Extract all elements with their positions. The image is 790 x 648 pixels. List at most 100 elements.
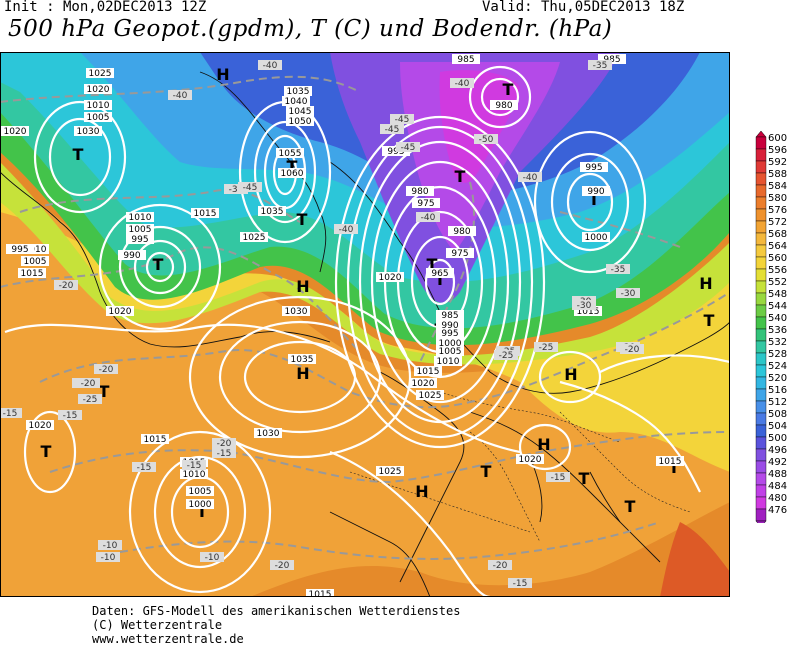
isobar-label: 1025 xyxy=(379,467,402,477)
isobar-label: 1050 xyxy=(289,117,312,127)
legend-value: 520 xyxy=(768,373,787,384)
isotherm-label-bg xyxy=(534,342,558,352)
low-pressure-center: T xyxy=(455,167,466,186)
isotherm-label-bg xyxy=(270,560,294,570)
isotherm-label: -20 xyxy=(275,561,290,571)
legend-value: 536 xyxy=(768,325,787,336)
isobar-label-bg xyxy=(6,244,34,254)
legend-value: 524 xyxy=(768,361,787,372)
isobar-label-bg xyxy=(436,310,464,320)
legend-swatch xyxy=(755,292,767,306)
isobar-label: 1010 xyxy=(183,470,206,480)
legend-value: 548 xyxy=(768,289,787,300)
isobar-label-bg xyxy=(126,234,154,244)
isobar-label-bg xyxy=(84,84,112,94)
isobar-label-bg xyxy=(436,346,464,356)
map-frame xyxy=(0,52,730,597)
isobar-label: 1020 xyxy=(379,273,402,283)
legend-swatch xyxy=(755,136,767,150)
isotherm-label-bg xyxy=(182,460,206,470)
isotherm-label-bg xyxy=(200,552,224,562)
isobar-label: 1010 xyxy=(437,357,460,367)
isobar-label-bg xyxy=(18,268,46,278)
legend-swatch xyxy=(755,220,767,234)
legend-swatch xyxy=(755,412,767,426)
isobar-label: 990 xyxy=(587,187,604,197)
isotherm-label-bg xyxy=(488,560,512,570)
legend-swatch xyxy=(755,196,767,210)
isobar-label: 1005 xyxy=(24,257,47,267)
footer-data-source: Daten: GFS-Modell des amerikanischen Wet… xyxy=(92,604,461,618)
legend-swatch xyxy=(755,244,767,258)
legend-swatch xyxy=(755,484,767,498)
isobar-label-bg xyxy=(26,420,54,430)
low-pressure-center: T xyxy=(297,210,308,229)
isobar-label-bg xyxy=(582,232,610,242)
legend-value: 500 xyxy=(768,433,787,444)
isobar-label: 975 xyxy=(417,199,434,209)
isobar-label: 1035 xyxy=(287,87,310,97)
legend-swatch xyxy=(755,232,767,246)
legend-swatch xyxy=(755,460,767,474)
isobar-label: 1035 xyxy=(261,207,284,217)
isotherm-label: -15 xyxy=(217,449,232,459)
legend-value: 584 xyxy=(768,181,787,192)
legend-value: 552 xyxy=(768,277,787,288)
isotherm-label: -45 xyxy=(385,125,400,135)
low-pressure-center: T xyxy=(579,469,590,488)
legend-swatch xyxy=(755,340,767,354)
isobar-label-bg xyxy=(21,244,49,254)
isobar-label: 1020 xyxy=(87,85,110,95)
isotherm-label: -25 xyxy=(499,351,514,361)
legend-value: 532 xyxy=(768,337,787,348)
isobar-label: 985 xyxy=(457,55,474,65)
legend-value: 508 xyxy=(768,409,787,420)
isobar-label: 1015 xyxy=(144,435,167,445)
isobar-label: 1005 xyxy=(189,487,212,497)
legend-swatch xyxy=(755,268,767,282)
isobar-label: 1030 xyxy=(77,127,100,137)
isobar-label: 1030 xyxy=(285,307,308,317)
legend-swatch xyxy=(755,328,767,342)
legend-swatch xyxy=(755,280,767,294)
footer-website: www.wetterzentrale.de xyxy=(92,632,244,646)
isotherm-label: -20 xyxy=(99,365,114,375)
isobar-label-bg xyxy=(656,456,684,466)
isobar-label: 1055 xyxy=(279,149,302,159)
legend-swatch xyxy=(755,376,767,390)
isobar-label: 1025 xyxy=(419,391,442,401)
isobar-label-bg xyxy=(278,168,306,178)
isobar-label: 975 xyxy=(451,249,468,259)
isotherm-label-bg xyxy=(508,578,532,588)
isobar-label-bg xyxy=(416,390,444,400)
isobar-label-bg xyxy=(288,354,316,364)
isobars xyxy=(4,65,730,597)
legend-value: 572 xyxy=(768,217,787,228)
isotherm-label-bg xyxy=(616,288,640,298)
isobar-label-bg xyxy=(434,356,462,366)
legend-top-arrow xyxy=(755,131,767,138)
isobar-label-bg xyxy=(141,434,169,444)
legend-value: 544 xyxy=(768,301,787,312)
color-legend: 6005965925885845805765725685645605565525… xyxy=(755,131,787,523)
isobar-label-bg xyxy=(186,486,214,496)
isobar-label: 1020 xyxy=(4,127,27,137)
isobar-label-bg xyxy=(106,306,134,316)
legend-value: 588 xyxy=(768,169,787,180)
legend-value: 480 xyxy=(768,493,787,504)
low-pressure-center: T xyxy=(625,497,636,516)
isobar-label: 1005 xyxy=(439,347,462,357)
isotherm-label: -45 xyxy=(395,115,410,125)
isobar-label-bg xyxy=(490,100,518,110)
isobar-label: 990 xyxy=(441,321,458,331)
field-magenta-core xyxy=(439,70,520,183)
isobar-label: 1010 xyxy=(24,245,47,255)
isobar-label-bg xyxy=(426,268,454,278)
isobar-label: 995 xyxy=(585,163,602,173)
isotherm-label: -30 xyxy=(577,301,592,311)
low-pressure-center: T xyxy=(427,255,438,274)
map-title: 500 hPa Geopot.(gpdm), T (C) und Bodendr… xyxy=(8,16,613,42)
isobar-label: 1005 xyxy=(129,225,152,235)
legend-value: 556 xyxy=(768,265,787,276)
isotherm-label-bg xyxy=(76,378,100,388)
